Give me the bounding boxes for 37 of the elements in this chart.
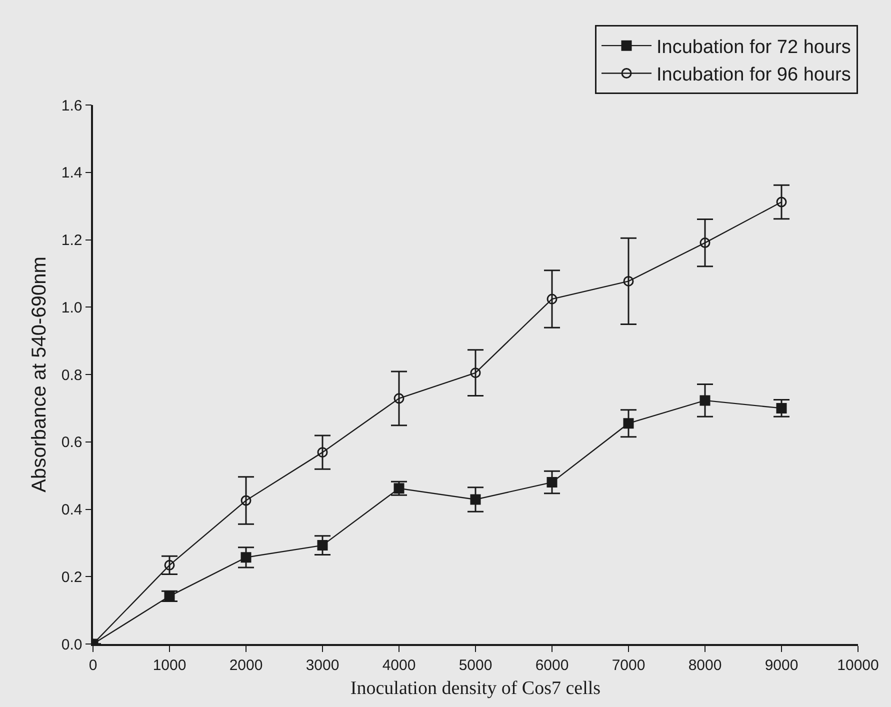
y-tick-label: 0.4 xyxy=(61,502,82,518)
point xyxy=(470,368,481,378)
point xyxy=(623,418,634,429)
y-tick-label: 1.2 xyxy=(61,232,82,249)
y-tick-label: 0.0 xyxy=(61,636,82,654)
point xyxy=(317,447,328,458)
point xyxy=(700,395,710,406)
x-tick-label: 6000 xyxy=(535,656,569,674)
x-tick-label: 1000 xyxy=(152,656,186,674)
x-tick-label: 3000 xyxy=(306,656,340,674)
x-tick-label: 10000 xyxy=(837,656,879,674)
y-tick-label: 0.8 xyxy=(61,366,82,384)
point xyxy=(240,495,252,506)
point xyxy=(240,552,252,563)
x-tick-label: 5000 xyxy=(458,656,492,674)
point xyxy=(623,276,634,286)
x-tick-label: 4000 xyxy=(382,656,416,674)
point xyxy=(546,294,558,304)
x-tick-label: 2000 xyxy=(229,656,263,674)
x-tick-label: 9000 xyxy=(764,656,798,674)
point xyxy=(394,393,404,404)
x-tick-label: 8000 xyxy=(688,656,722,674)
y-tick-label: 0.2 xyxy=(61,568,82,586)
y-axis-title: Absorbance at 540-690nm xyxy=(28,256,50,492)
x-axis-title: Inoculation density of Cos7 cells xyxy=(350,678,601,700)
y-tick-label: 1.6 xyxy=(61,97,82,114)
point xyxy=(700,238,710,248)
y-tick-label: 1.4 xyxy=(61,164,82,182)
y-tick-label: 0.6 xyxy=(61,434,82,452)
x-tick-label: 0 xyxy=(88,656,98,674)
point xyxy=(546,477,558,488)
legend-label: Incubation for 72 hours xyxy=(656,36,851,58)
y-tick-label: 1.0 xyxy=(61,299,82,316)
x-tick-label: 7000 xyxy=(612,656,646,674)
point xyxy=(470,494,481,505)
point xyxy=(776,196,787,208)
legend-label: Incubation for 96 hours xyxy=(656,64,851,86)
